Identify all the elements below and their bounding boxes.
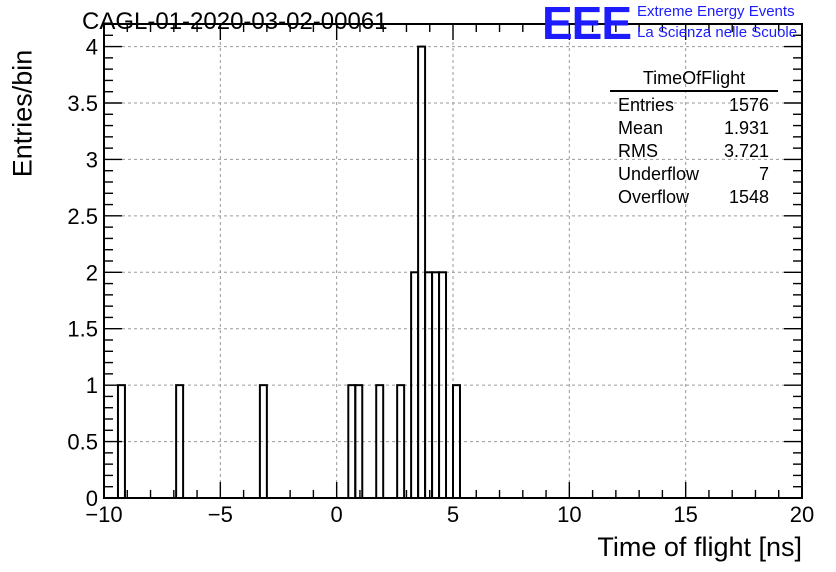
stats-value: 7 [758,164,769,184]
stats-row: Mean 1.931 [610,117,778,140]
stats-row: Underflow 7 [610,163,778,186]
y-axis-label: Entries/bin [7,49,38,178]
y-tick-label: 4 [86,35,98,60]
x-tick-label: 0 [331,502,343,527]
y-tick-label: 2 [86,260,98,285]
axis-ticks [103,23,803,499]
x-tick-labels: −10 −5 0 5 10 15 20 [85,502,814,527]
y-tick-label: 0 [86,486,98,511]
plot-title: CAGL-01-2020-03-02-00061 [82,8,388,35]
stats-label: Underflow [618,164,700,184]
stats-label: Mean [618,118,664,138]
y-tick-label: 1 [86,373,98,398]
y-tick-label: 2.5 [67,204,98,229]
x-tick-label: −10 [85,502,122,527]
x-tick-label: 15 [673,502,697,527]
y-tick-label: 0.5 [67,430,98,455]
logo-tagline-2: La Scienza nelle Scuole [637,24,798,41]
histogram-bars [116,45,461,499]
stats-value: 1.931 [723,118,769,138]
eee-logo: EEE [542,0,632,49]
y-tick-label: 3 [86,147,98,172]
y-tick-label: 3.5 [67,91,98,116]
stats-value: 1548 [728,187,769,207]
x-tick-label: −5 [208,502,233,527]
stats-value: 3.721 [723,141,769,161]
stats-box: TimeOfFlight Entries 1576 Mean 1.931 RMS 3.… [610,68,778,209]
stats-label: RMS [618,141,658,161]
y-tick-label: 1.5 [67,317,98,342]
stats-label: Entries [618,95,675,115]
x-axis-label: Time of flight [ns] [597,532,802,562]
stats-value: 1576 [728,95,769,115]
x-tick-label: 5 [447,502,459,527]
stats-row: RMS 3.721 [610,140,778,163]
stats-title: TimeOfFlight [610,68,778,92]
x-tick-label: 10 [557,502,581,527]
stats-label: Overflow [618,187,690,207]
y-tick-labels: 0 0.5 1 1.5 2 2.5 3 3.5 4 [67,35,98,511]
logo-tagline-1: Extreme Energy Events [637,3,795,20]
stats-row: Entries 1576 [610,94,778,117]
x-tick-label: 20 [790,502,814,527]
stats-row: Overflow 1548 [610,186,778,209]
